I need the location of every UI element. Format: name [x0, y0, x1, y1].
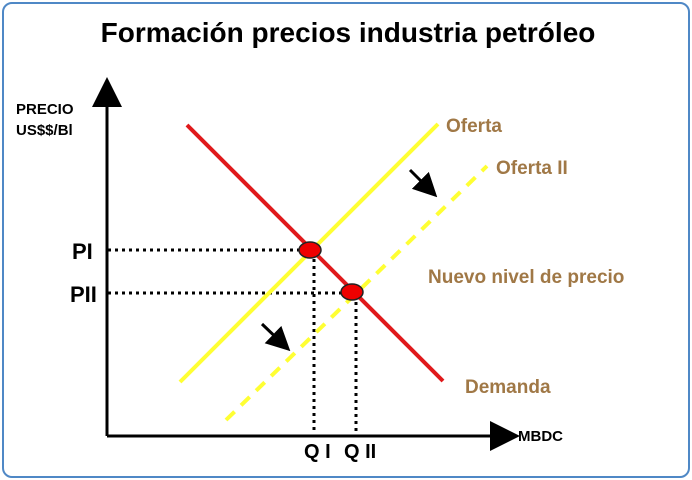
quantity-label-q2: Q II — [344, 441, 376, 463]
shift-arrow-lower-icon — [260, 322, 291, 352]
x-axis-label: MBDC — [518, 428, 563, 445]
supply-curve-2 — [224, 164, 489, 422]
demand-label: Demanda — [465, 377, 551, 398]
y-axis-label-line1: PRECIO — [16, 101, 74, 118]
supply-2-label: Oferta II — [496, 158, 568, 179]
new-price-level-annotation: Nuevo nivel de precio — [428, 267, 624, 288]
y-axis-label-line2: US$$/Bl — [16, 122, 73, 139]
supply-label: Oferta — [446, 116, 502, 137]
page-title: Formación precios industria petróleo — [101, 17, 596, 48]
quantity-label-q1: Q I — [304, 441, 331, 463]
equilibrium-point-1-icon — [298, 241, 322, 259]
equilibrium-point-2-icon — [340, 283, 364, 301]
price-label-p1: PI — [72, 239, 93, 264]
price-label-p2: PII — [70, 282, 97, 307]
shift-arrow-upper-icon — [408, 168, 438, 198]
